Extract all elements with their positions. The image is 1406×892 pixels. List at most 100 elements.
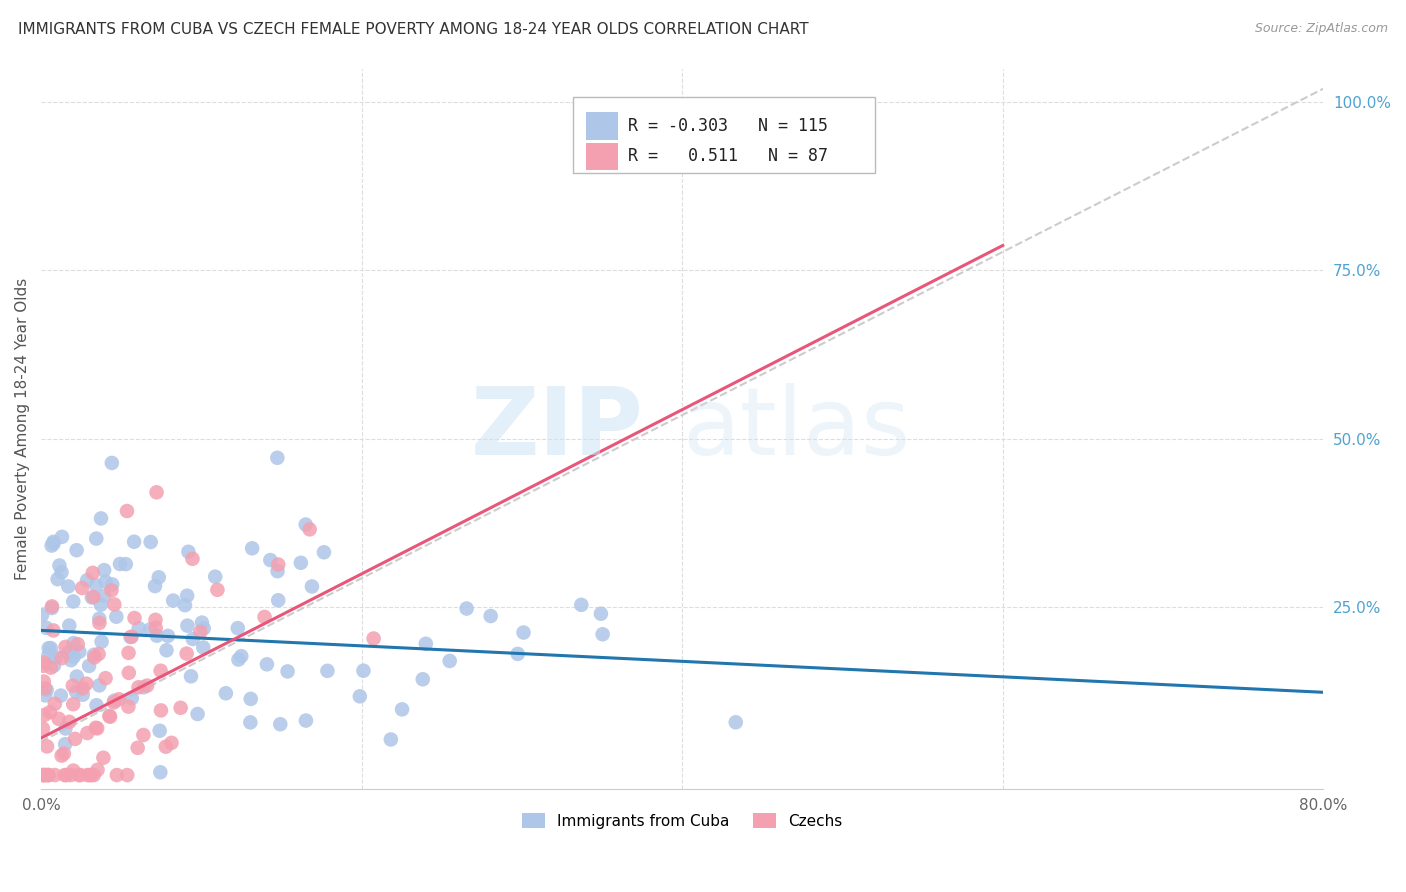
Point [353,664,375,678]
Point [122,534,145,549]
Point [62,697,84,711]
Point [39,641,62,656]
Point [121,691,143,706]
Point [146,629,169,643]
Point [177,545,200,559]
Point [38,648,60,662]
Point [301,579,323,593]
Point [35,739,58,754]
Point [89,612,111,626]
Point [239,715,262,730]
Point [67,645,90,659]
Point [149,703,172,717]
Point [86,763,108,777]
Point [79,768,101,782]
Point [231,649,253,664]
Point [35,621,58,635]
Bar [586,143,619,170]
Point [86,722,108,736]
Y-axis label: Female Poverty Among 18-24 Year Olds: Female Poverty Among 18-24 Year Olds [15,277,30,580]
Legend: Immigrants from Cuba, Czechs: Immigrants from Cuba, Czechs [516,806,848,835]
Point [226,621,249,635]
Point [53,768,76,782]
Point [193,640,215,655]
Point [589,607,612,621]
Point [127,681,149,695]
Point [139,535,162,549]
Point [267,593,290,607]
Point [188,624,211,639]
Point [80,768,103,782]
Point [569,598,592,612]
Point [32,656,55,670]
Point [52,747,75,761]
Point [312,545,335,559]
Point [118,665,141,680]
Text: atlas: atlas [682,383,911,475]
Point [148,570,170,584]
Point [42,534,65,549]
Point [82,590,104,604]
Point [34,768,56,782]
Point [51,651,73,665]
Point [439,654,461,668]
Point [115,504,138,518]
Point [84,578,107,592]
Point [66,637,89,651]
Point [34,707,56,722]
FancyBboxPatch shape [574,97,875,173]
Point [51,566,73,580]
Point [90,598,112,612]
Point [59,768,82,782]
Point [117,646,139,660]
Text: ZIP: ZIP [471,383,644,475]
Point [103,696,125,710]
Point [149,723,172,738]
Point [176,589,198,603]
Point [39,705,62,719]
Point [193,622,215,636]
Point [380,732,402,747]
Point [72,681,94,696]
Point [93,750,115,764]
Point [187,706,209,721]
Point [93,589,115,603]
Point [77,659,100,673]
Point [204,570,226,584]
Point [65,543,87,558]
Point [32,722,55,736]
Point [277,665,299,679]
Point [58,714,80,729]
Text: IMMIGRANTS FROM CUBA VS CZECH FEMALE POVERTY AMONG 18-24 YEAR OLDS CORRELATION C: IMMIGRANTS FROM CUBA VS CZECH FEMALE POV… [18,22,808,37]
Point [76,768,98,782]
Point [62,679,84,693]
Point [94,671,117,685]
Point [132,680,155,694]
Point [456,601,478,615]
Point [38,641,60,656]
Point [120,630,142,644]
Point [65,684,87,698]
Point [136,679,159,693]
Point [90,634,112,648]
Point [108,557,131,571]
Point [256,657,278,672]
Point [51,530,73,544]
Point [215,686,238,700]
Point [169,701,191,715]
Point [128,621,150,635]
Point [228,652,250,666]
Point [124,611,146,625]
Point [149,664,172,678]
Point [63,731,86,746]
Point [37,768,59,782]
Point [83,768,105,782]
Point [31,608,53,623]
Point [75,676,97,690]
Point [103,694,125,708]
Point [44,697,66,711]
Point [156,629,179,643]
Point [32,674,55,689]
Point [84,721,107,735]
Point [114,557,136,571]
